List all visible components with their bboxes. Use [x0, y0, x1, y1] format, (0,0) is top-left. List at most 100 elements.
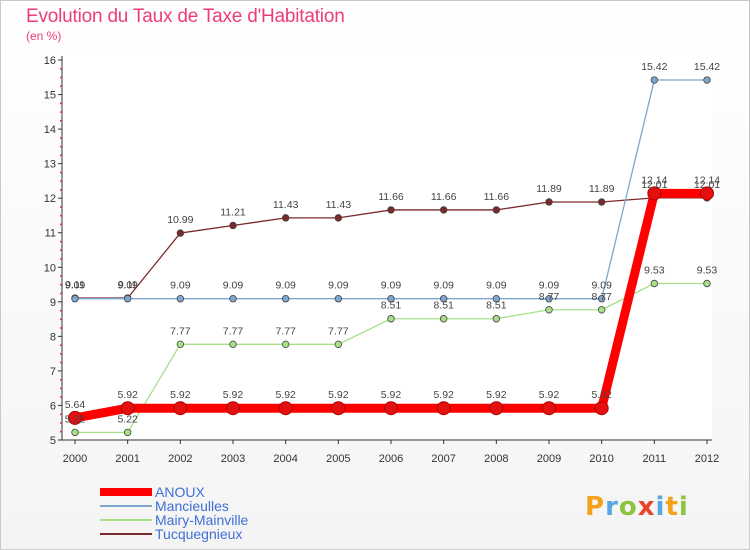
data-label: 15.42	[641, 61, 667, 73]
data-label: 12.01	[694, 179, 720, 191]
data-point	[489, 401, 504, 416]
data-point	[387, 315, 395, 323]
y-minor-tick	[60, 111, 62, 113]
data-label: 8.51	[381, 300, 402, 312]
legend-swatch	[100, 533, 152, 535]
data-label: 9.11	[65, 279, 85, 291]
data-label: 9.09	[381, 280, 402, 292]
x-tick-label: 2006	[379, 453, 403, 465]
data-label: 5.92	[381, 389, 402, 401]
data-label: 8.77	[591, 291, 612, 303]
data-label: 9.09	[433, 280, 454, 292]
y-minor-tick	[60, 223, 62, 226]
data-label: 15.42	[694, 61, 720, 73]
y-minor-tick	[60, 85, 62, 87]
legend-item: ANOUX	[100, 485, 248, 499]
x-tick-label: 2009	[537, 453, 561, 465]
y-tick-label: 8	[50, 331, 56, 343]
y-minor-tick	[60, 327, 62, 329]
data-point	[492, 295, 501, 303]
y-minor-tick	[60, 430, 62, 433]
legend-label: Mancieulles	[155, 498, 229, 514]
data-point	[492, 206, 501, 214]
data-label: 9.53	[697, 265, 718, 277]
y-minor-tick	[60, 318, 62, 321]
logo-letter: x	[637, 492, 656, 522]
y-minor-tick	[60, 240, 62, 243]
data-label: 5.92	[539, 389, 560, 401]
data-point	[594, 401, 609, 416]
y-minor-tick	[60, 102, 62, 105]
data-point	[492, 315, 501, 323]
logo-letter: r	[605, 492, 619, 522]
data-point	[384, 401, 398, 416]
legend-swatch	[100, 505, 152, 507]
data-label: 11.66	[378, 191, 404, 203]
y-minor-tick	[60, 379, 62, 381]
data-label: 9.11	[118, 279, 138, 291]
data-point	[123, 295, 132, 303]
data-point	[439, 315, 448, 323]
data-point	[650, 279, 659, 288]
legend-swatch	[100, 519, 152, 521]
legend-item: Mairy-Mainville	[100, 513, 248, 527]
x-tick-label: 2003	[221, 453, 245, 465]
data-point	[176, 295, 185, 303]
data-point	[650, 76, 659, 84]
data-label: 11.43	[326, 199, 352, 211]
data-label: 9.09	[328, 280, 349, 292]
chart-subtitle: (en %)	[26, 29, 62, 43]
x-tick-label: 2008	[484, 453, 508, 465]
data-label: 12.14	[641, 174, 667, 186]
data-point	[700, 186, 714, 201]
y-minor-tick	[60, 387, 62, 390]
data-label: 11.66	[431, 191, 457, 203]
y-minor-tick	[60, 422, 62, 424]
logo-letter: P	[585, 492, 606, 522]
data-point	[387, 206, 395, 214]
y-tick-label: 5	[50, 435, 56, 447]
data-label: 9.09	[65, 280, 86, 292]
legend-item: Mancieulles	[100, 499, 248, 513]
data-point	[176, 229, 185, 237]
data-label: 9.09	[117, 280, 138, 292]
y-minor-tick	[60, 353, 62, 355]
data-point	[68, 410, 82, 425]
logo-letter: o	[618, 492, 638, 522]
data-label: 11.89	[536, 183, 562, 195]
y-tick-label: 6	[50, 400, 56, 412]
y-tick-label: 7	[50, 366, 56, 378]
y-minor-tick	[60, 206, 62, 208]
y-tick-label: 13	[44, 159, 56, 171]
data-point	[173, 401, 188, 416]
y-minor-tick	[60, 68, 62, 70]
data-point	[278, 401, 293, 416]
x-tick-label: 2004	[273, 453, 297, 465]
data-label: 11.43	[273, 199, 299, 211]
x-tick-label: 2000	[63, 453, 87, 465]
y-minor-tick	[60, 76, 62, 79]
data-point	[436, 401, 451, 416]
y-minor-tick	[60, 413, 62, 416]
logo-letter: t	[665, 492, 679, 522]
data-point	[439, 295, 448, 303]
y-minor-tick	[60, 189, 62, 191]
chart-title: Evolution du Taux de Taxe d'Habitation	[26, 6, 345, 27]
x-tick-label: 2007	[431, 453, 455, 465]
legend-swatch	[100, 488, 152, 496]
plot-area	[62, 56, 712, 440]
data-label: 8.51	[433, 300, 454, 312]
data-point	[387, 295, 395, 303]
data-point	[545, 295, 553, 303]
y-minor-tick	[60, 309, 62, 312]
proxiti-logo: Proxiti	[585, 492, 689, 522]
y-tick-label: 9	[50, 297, 56, 309]
data-label: 8.77	[539, 291, 560, 303]
data-point	[281, 295, 290, 303]
y-tick-label: 11	[45, 228, 56, 240]
y-minor-tick	[60, 214, 62, 217]
data-label: 9.53	[644, 265, 665, 277]
data-label: 5.22	[117, 413, 138, 425]
logo-letter: i	[678, 492, 689, 522]
